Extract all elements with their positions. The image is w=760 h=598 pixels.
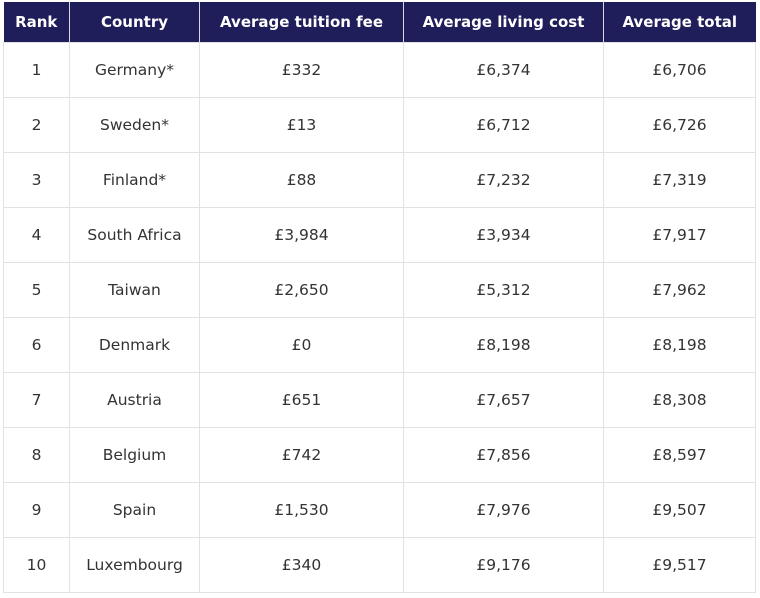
table-row: 7 Austria £651 £7,657 £8,308 — [3, 372, 756, 428]
cell-rank: 5 — [3, 262, 70, 318]
cell-total: £8,198 — [603, 317, 756, 373]
cell-rank: 2 — [3, 97, 70, 153]
ranking-table: Rank Country Average tuition fee Average li… — [3, 2, 756, 593]
table-row: 2 Sweden* £13 £6,712 £6,726 — [3, 97, 756, 153]
cell-tuition-fee: £88 — [199, 152, 404, 208]
cell-living-cost: £8,198 — [403, 317, 604, 373]
cell-tuition-fee: £651 — [199, 372, 404, 428]
cell-tuition-fee: £340 — [199, 537, 404, 593]
cell-country: Germany* — [69, 42, 200, 98]
cell-living-cost: £7,232 — [403, 152, 604, 208]
cell-total: £8,597 — [603, 427, 756, 483]
table-body: 1 Germany* £332 £6,374 £6,706 2 Sweden* £13 £6,7… — [3, 42, 756, 593]
cell-total: £7,962 — [603, 262, 756, 318]
table-row: 10 Luxembourg £340 £9,176 £9,517 — [3, 537, 756, 593]
cell-tuition-fee: £3,984 — [199, 207, 404, 263]
cell-living-cost: £7,976 — [403, 482, 604, 538]
column-header-living-cost: Average living cost — [403, 2, 604, 43]
cell-living-cost: £7,856 — [403, 427, 604, 483]
table-header: Rank Country Average tuition fee Average li… — [3, 2, 756, 43]
cell-rank: 3 — [3, 152, 70, 208]
column-header-total: Average total — [603, 2, 756, 43]
cell-rank: 1 — [3, 42, 70, 98]
column-header-tuition-fee: Average tuition fee — [199, 2, 404, 43]
table-row: 5 Taiwan £2,650 £5,312 £7,962 — [3, 262, 756, 318]
cell-total: £7,319 — [603, 152, 756, 208]
cell-country: Belgium — [69, 427, 200, 483]
cell-tuition-fee: £0 — [199, 317, 404, 373]
cell-total: £7,917 — [603, 207, 756, 263]
table-row: 8 Belgium £742 £7,856 £8,597 — [3, 427, 756, 483]
cell-rank: 4 — [3, 207, 70, 263]
table-row: 9 Spain £1,530 £7,976 £9,507 — [3, 482, 756, 538]
cell-total: £6,726 — [603, 97, 756, 153]
cell-country: Luxembourg — [69, 537, 200, 593]
cell-tuition-fee: £332 — [199, 42, 404, 98]
cell-living-cost: £3,934 — [403, 207, 604, 263]
table-row: 3 Finland* £88 £7,232 £7,319 — [3, 152, 756, 208]
cell-country: Denmark — [69, 317, 200, 373]
table-row: 1 Germany* £332 £6,374 £6,706 — [3, 42, 756, 98]
cell-tuition-fee: £742 — [199, 427, 404, 483]
cell-rank: 7 — [3, 372, 70, 428]
cell-total: £8,308 — [603, 372, 756, 428]
cell-country: Spain — [69, 482, 200, 538]
cell-living-cost: £5,312 — [403, 262, 604, 318]
column-header-country: Country — [69, 2, 200, 43]
table-row: 6 Denmark £0 £8,198 £8,198 — [3, 317, 756, 373]
cell-country: Finland* — [69, 152, 200, 208]
cell-tuition-fee: £1,530 — [199, 482, 404, 538]
cell-tuition-fee: £2,650 — [199, 262, 404, 318]
cell-tuition-fee: £13 — [199, 97, 404, 153]
cell-country: South Africa — [69, 207, 200, 263]
cell-total: £6,706 — [603, 42, 756, 98]
cell-living-cost: £6,712 — [403, 97, 604, 153]
cell-country: Austria — [69, 372, 200, 428]
cell-living-cost: £7,657 — [403, 372, 604, 428]
cell-rank: 6 — [3, 317, 70, 373]
cell-country: Taiwan — [69, 262, 200, 318]
cell-country: Sweden* — [69, 97, 200, 153]
cell-rank: 8 — [3, 427, 70, 483]
cell-rank: 9 — [3, 482, 70, 538]
cell-living-cost: £6,374 — [403, 42, 604, 98]
table-row: 4 South Africa £3,984 £3,934 £7,917 — [3, 207, 756, 263]
column-header-rank: Rank — [3, 2, 70, 43]
cell-rank: 10 — [3, 537, 70, 593]
cell-total: £9,507 — [603, 482, 756, 538]
cell-total: £9,517 — [603, 537, 756, 593]
cell-living-cost: £9,176 — [403, 537, 604, 593]
